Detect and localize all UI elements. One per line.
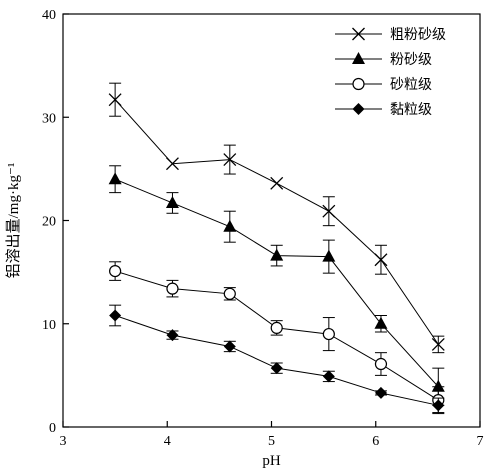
data-point [166, 329, 179, 342]
data-point-stroke [166, 157, 179, 171]
series-line [114, 99, 439, 345]
data-point [322, 370, 335, 383]
series-silt [108, 165, 445, 406]
y-axis-title: 铝溶出量/mg·kg⁻¹ [5, 163, 22, 279]
series-coarse-silt [108, 82, 445, 354]
data-point [166, 282, 179, 295]
y-tick-label: 20 [42, 215, 56, 230]
x-tick-label: 6 [372, 434, 379, 449]
data-point [223, 287, 236, 300]
data-point [374, 316, 388, 329]
x-tick-label: 4 [164, 434, 171, 449]
x-tick-label: 3 [60, 434, 67, 449]
data-point [223, 219, 237, 232]
legend-marker-stroke [352, 27, 365, 41]
data-point [166, 157, 179, 171]
data-point [108, 172, 122, 185]
series-layer [108, 82, 445, 415]
data-point-stroke [322, 204, 336, 218]
data-point [431, 379, 445, 392]
data-point-stroke [223, 153, 237, 167]
data-point [270, 321, 283, 334]
legend-marker [352, 103, 365, 115]
x-tick-label: 5 [268, 434, 275, 449]
data-point-stroke [270, 176, 284, 190]
series-line [114, 270, 439, 401]
legend-marker [352, 77, 365, 91]
data-point [270, 362, 283, 375]
legend-label: 砂粒级 [390, 77, 432, 93]
axis-ticks: 3 4 5 6 7 0 10 20 30 40 [42, 8, 484, 449]
plot-frame [62, 13, 481, 428]
legend-item-sand: 砂粒级 [335, 77, 432, 93]
data-point-stroke [108, 93, 122, 107]
y-tick-label: 40 [42, 8, 56, 23]
legend-marker [352, 27, 365, 41]
legend-marker [352, 52, 365, 64]
data-point [109, 309, 122, 322]
series-clay [109, 304, 445, 414]
x-axis-title: pH [262, 453, 281, 469]
data-point-stroke [431, 337, 445, 351]
legend-item-coarse-silt: 粗粉砂级 [335, 27, 446, 43]
legend-item-clay: 黏粒级 [335, 102, 432, 118]
data-point [322, 327, 335, 341]
y-tick-label: 10 [42, 318, 56, 333]
data-point [165, 195, 179, 208]
x-tick-label: 7 [477, 434, 484, 449]
plot-border [62, 13, 481, 428]
data-point [322, 204, 336, 218]
data-point [270, 248, 284, 261]
data-point [108, 93, 122, 107]
data-point [431, 337, 445, 351]
legend-label: 黏粒级 [390, 102, 432, 118]
data-point [322, 249, 336, 262]
y-tick-label: 0 [49, 421, 56, 436]
y-tick-label: 30 [42, 111, 56, 126]
legend-label: 粉砂级 [390, 52, 432, 68]
data-point [223, 153, 237, 167]
series-line [114, 178, 439, 388]
data-point [109, 264, 122, 278]
data-point [223, 340, 236, 353]
data-point [432, 399, 445, 412]
data-point [374, 357, 388, 371]
data-point [270, 176, 284, 190]
data-point [374, 253, 388, 267]
data-point-stroke [374, 253, 388, 267]
legend-label: 粗粉砂级 [390, 27, 446, 43]
series-sand [109, 261, 445, 415]
legend-item-silt: 粉砂级 [335, 52, 432, 68]
data-point [374, 386, 387, 399]
